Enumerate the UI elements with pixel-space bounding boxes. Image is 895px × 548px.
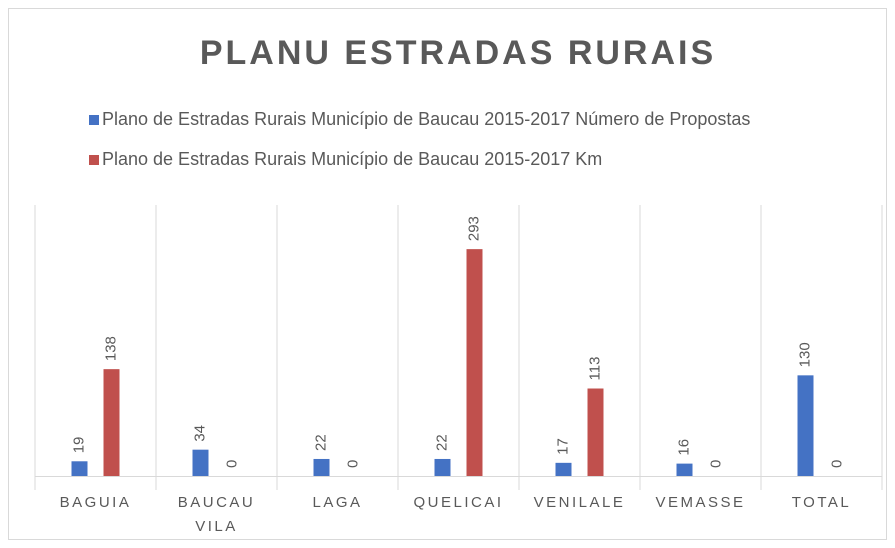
x-tick-label: TOTAL [792,494,851,511]
x-tick-label: VEMASSE [655,494,745,511]
data-label: 22 [312,434,329,451]
data-label: 138 [102,336,119,361]
bar [71,461,88,476]
data-label: 34 [191,425,208,442]
bar [797,375,814,476]
legend-label: Plano de Estradas Rurais Município de Ba… [102,109,750,129]
legend-label: Plano de Estradas Rurais Município de Ba… [102,149,602,169]
data-label: 0 [344,460,361,468]
data-label: 16 [675,439,692,456]
data-label: 113 [586,357,603,381]
data-label: 0 [707,460,724,468]
bar [103,369,120,476]
data-label: 0 [223,460,240,468]
x-tick-label: LAGA [312,494,362,511]
chart-border [8,8,887,540]
bar [587,388,604,476]
bar [313,458,330,476]
legend-swatch [89,115,99,125]
legend-swatch [89,155,99,165]
bar [466,249,483,476]
bar [192,449,209,476]
data-label: 293 [465,216,482,241]
bar [555,462,572,476]
data-label: 0 [828,460,845,468]
data-label: 17 [554,438,571,455]
bar [676,463,693,476]
x-tick-label: QUELICAI [413,494,503,511]
bar [434,458,451,476]
data-label: 22 [433,434,450,451]
data-label: 19 [70,437,87,454]
x-tick-label: BAUCAU VILA [178,494,256,535]
x-tick-label: VENILALE [534,494,626,511]
data-label: 130 [796,342,813,367]
chart-title: PLANU ESTRADAS RURAIS [200,34,716,72]
x-tick-label: BAGUIA [60,494,132,511]
